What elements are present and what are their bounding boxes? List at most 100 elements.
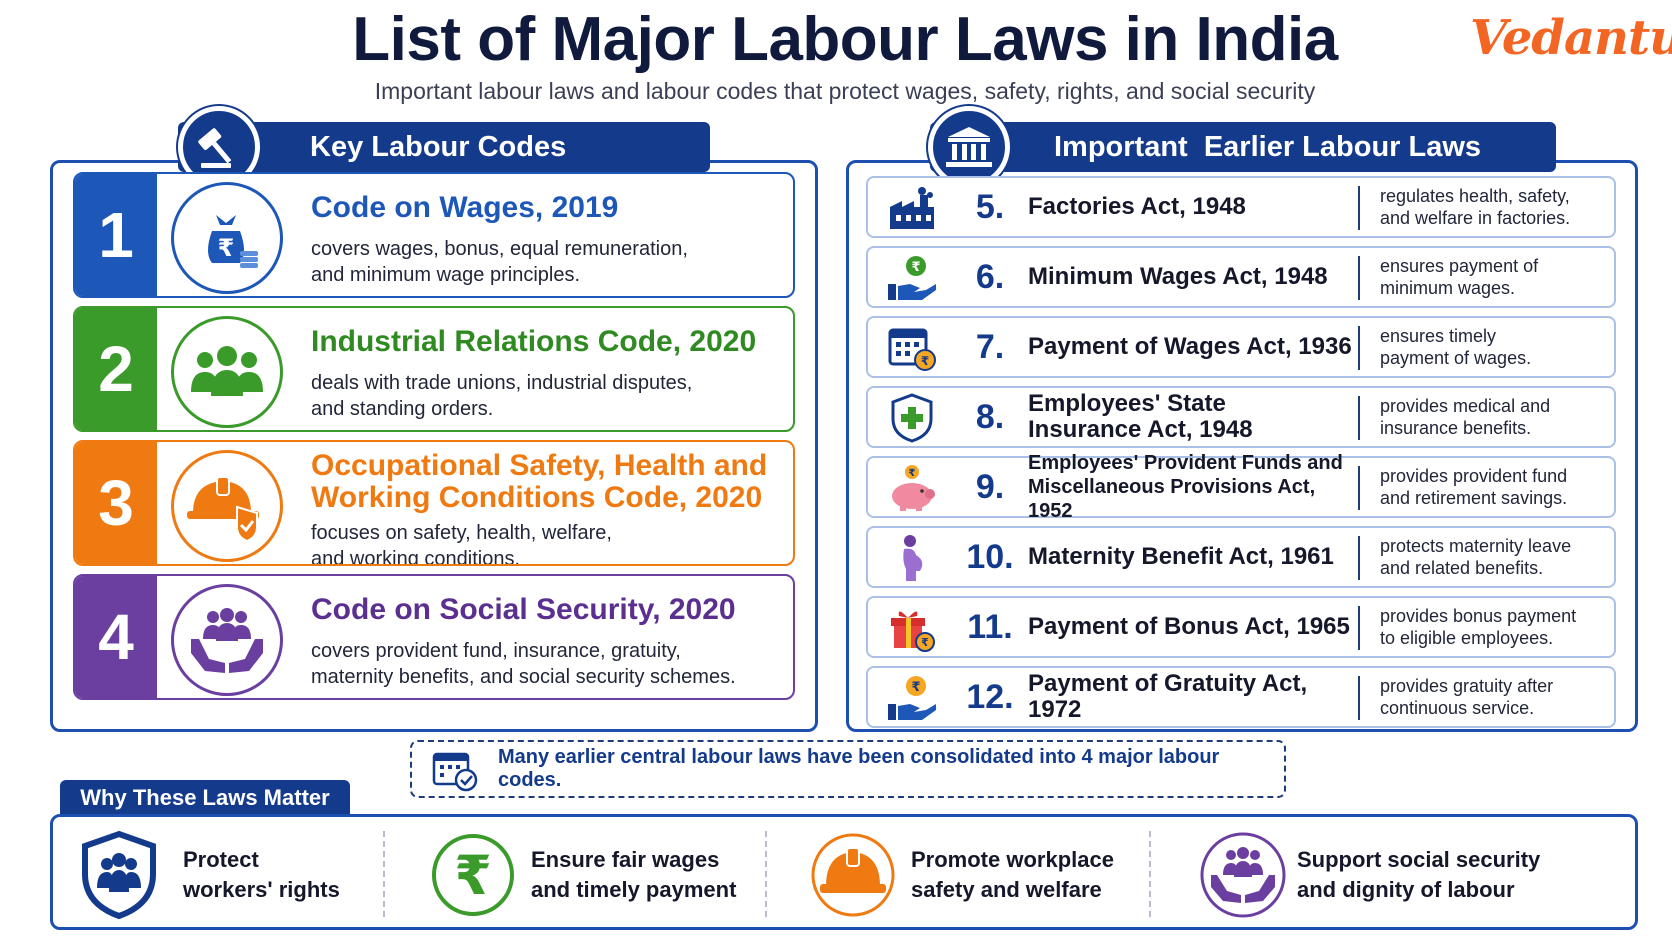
- law-row-7: ₹ 7. Payment of Wages Act, 1936 ensures …: [866, 316, 1616, 378]
- code-number: 4: [75, 576, 157, 698]
- code-card-1: 1 ₹ Code on Wages, 2019 covers wages, bo…: [73, 172, 795, 298]
- law-desc-line: protects maternity leave: [1380, 536, 1572, 556]
- code-card-3: 3 Occupational Safety, Health and Workin…: [73, 440, 795, 566]
- money-bag-icon: ₹: [171, 182, 283, 294]
- earlier-laws-header: Important Earlier Labour Laws: [930, 122, 1556, 172]
- code-description: covers wages, bonus, equal remuneration,…: [311, 236, 781, 288]
- law-desc-line: provides gratuity after: [1380, 676, 1554, 696]
- law-name: Factories Act, 1948: [1028, 193, 1246, 220]
- code-title-line: Working Conditions Code, 2020: [311, 481, 763, 514]
- code-title: Code on Wages, 2019: [311, 191, 619, 224]
- why-item-text: Support social security and dignity of l…: [1297, 845, 1540, 905]
- law-description: provides bonus payment to eligible employ…: [1380, 598, 1612, 656]
- svg-text:₹: ₹: [921, 354, 929, 368]
- why-item-text: Protect workers' rights: [183, 845, 340, 905]
- law-name: Minimum Wages Act, 1948: [1028, 263, 1328, 290]
- code-desc-line: maternity benefits, and social security …: [311, 666, 736, 688]
- gift-coin-icon: ₹: [886, 604, 938, 652]
- courthouse-icon: [928, 106, 1010, 188]
- law-desc-line: and related benefits.: [1380, 558, 1544, 578]
- page-subtitle: Important labour laws and labour codes t…: [374, 78, 1316, 104]
- hands-people-icon: [171, 584, 283, 696]
- law-number: 5.: [975, 187, 1005, 226]
- law-description: ensures payment of minimum wages.: [1380, 248, 1612, 306]
- law-description: protects maternity leave and related bene…: [1380, 528, 1612, 586]
- law-row-8: 8. Employees' State Insurance Act, 1948 p…: [866, 386, 1616, 448]
- hand-coin-icon: ₹: [886, 674, 938, 722]
- law-row-5: 5. Factories Act, 1948 regulates health,…: [866, 176, 1616, 238]
- law-desc-line: minimum wages.: [1380, 278, 1516, 298]
- law-number: 8.: [975, 397, 1005, 436]
- code-desc-line: deals with trade unions, industrial disp…: [311, 372, 693, 394]
- law-number: 7.: [975, 327, 1005, 366]
- law-desc-line: insurance benefits.: [1380, 418, 1532, 438]
- law-description: provides gratuity after continuous servic…: [1380, 668, 1612, 726]
- law-description: provides medical and insurance benefits.: [1380, 388, 1612, 446]
- law-desc-line: regulates health, safety,: [1380, 186, 1570, 206]
- why-text-line: workers' rights: [183, 877, 340, 902]
- divider: [1358, 606, 1360, 650]
- code-number: 1: [75, 174, 157, 296]
- law-number: 9.: [975, 467, 1005, 506]
- code-title-line: Occupational Safety, Health and: [311, 449, 768, 482]
- why-item-safety: Promote workplace safety and welfare: [805, 817, 1195, 927]
- labour-codes-header-label: Key Labour Codes: [310, 130, 567, 163]
- law-desc-line: to eligible employees.: [1380, 628, 1554, 648]
- law-name-line: Employees' State: [1028, 390, 1226, 417]
- why-item-text: Ensure fair wages and timely payment: [531, 845, 736, 905]
- law-name: Employees' State Insurance Act, 1948: [1028, 388, 1358, 446]
- svg-text:₹: ₹: [911, 260, 920, 275]
- law-number: 10.: [966, 537, 1014, 576]
- law-row-12: ₹ 12. Payment of Gratuity Act, 1972 prov…: [866, 666, 1616, 728]
- law-number: 12.: [966, 677, 1014, 716]
- code-desc-line: covers provident fund, insurance, gratui…: [311, 640, 681, 662]
- hand-coin-icon: ₹: [886, 254, 938, 302]
- helmet-icon: [805, 827, 901, 923]
- why-text-line: and timely payment: [531, 877, 737, 902]
- why-text-line: Protect: [183, 847, 259, 872]
- piggy-bank-icon: ₹: [886, 464, 938, 512]
- page-title: List of Major Labour Laws in India: [352, 5, 1338, 74]
- code-title: Occupational Safety, Health and Working …: [311, 450, 781, 514]
- law-desc-line: provides bonus payment: [1380, 606, 1577, 626]
- why-item-social-security: Support social security and dignity of l…: [1195, 817, 1635, 927]
- why-laws-matter-label: Why These Laws Matter: [60, 780, 350, 816]
- note-text: Many earlier central labour laws have be…: [498, 746, 1220, 791]
- why-item-wages: ₹ Ensure fair wages and timely payment: [425, 817, 815, 927]
- divider: [1358, 256, 1360, 300]
- law-description: ensures timely payment of wages.: [1380, 318, 1612, 376]
- law-desc-line: provides medical and: [1380, 396, 1551, 416]
- why-text-line: safety and welfare: [911, 877, 1102, 902]
- law-name: Payment of Bonus Act, 1965: [1028, 613, 1350, 640]
- consolidation-note: Many earlier central labour laws have be…: [410, 740, 1286, 798]
- divider: [1358, 326, 1360, 370]
- divider: [1358, 676, 1360, 720]
- divider: [1358, 466, 1360, 510]
- law-number: 6.: [975, 257, 1005, 296]
- law-description: provides provident fund and retirement sa…: [1380, 458, 1612, 516]
- law-name: Payment of Gratuity Act, 1972: [1028, 670, 1308, 723]
- law-name: Employees' Provident Funds and Miscellane…: [1028, 452, 1358, 522]
- law-name-line: Miscellaneous Provisions Act, 1952: [1028, 476, 1316, 522]
- divider: [383, 831, 385, 917]
- why-text-line: and dignity of labour: [1297, 877, 1515, 902]
- earlier-laws-header-label: Important Earlier Labour Laws: [1054, 130, 1482, 163]
- factory-icon: [886, 184, 938, 232]
- svg-text:₹: ₹: [909, 468, 916, 479]
- law-row-11: ₹ 11. Payment of Bonus Act, 1965 provide…: [866, 596, 1616, 658]
- divider: [1358, 186, 1360, 230]
- calendar-check-icon: [432, 750, 478, 797]
- why-text-line: Ensure fair wages: [531, 847, 720, 872]
- law-number: 11.: [967, 607, 1013, 646]
- hands-people-icon: [1195, 827, 1291, 923]
- code-title: Code on Social Security, 2020: [311, 593, 736, 626]
- code-description: covers provident fund, insurance, gratui…: [311, 638, 781, 690]
- law-description: regulates health, safety, and welfare in …: [1380, 178, 1612, 236]
- divider: [765, 831, 767, 917]
- code-description: deals with trade unions, industrial disp…: [311, 370, 781, 422]
- why-item-rights: Protect workers' rights: [53, 817, 443, 927]
- why-text-line: Support social security: [1297, 847, 1541, 872]
- law-desc-line: and welfare in factories.: [1380, 208, 1571, 228]
- law-row-6: ₹ 6. Minimum Wages Act, 1948 ensures pay…: [866, 246, 1616, 308]
- divider: [1149, 831, 1151, 917]
